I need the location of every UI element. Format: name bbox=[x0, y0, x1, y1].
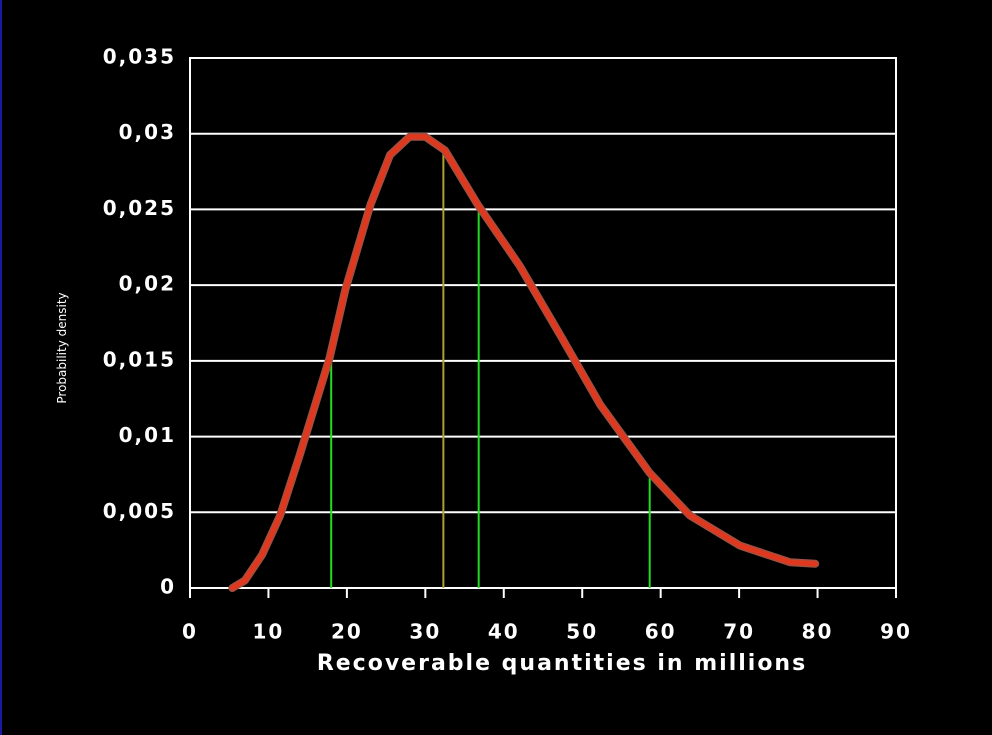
y-tick-label: 0,015 bbox=[103, 347, 176, 371]
left-edge bbox=[0, 0, 2, 735]
x-tick-label: 30 bbox=[409, 620, 441, 644]
x-tick-label: 50 bbox=[566, 620, 598, 644]
y-tick-label: 0 bbox=[160, 575, 176, 599]
x-axis-label: Recoverable quantities in millions bbox=[317, 651, 807, 676]
plot-border bbox=[189, 57, 897, 589]
y-tick-label: 0,035 bbox=[103, 45, 176, 69]
y-tick-label: 0,03 bbox=[119, 120, 176, 144]
y-tick-label: 0,01 bbox=[119, 423, 176, 447]
line bbox=[229, 134, 818, 591]
y-tick-label: 0,02 bbox=[119, 272, 176, 296]
x-tick-label: 20 bbox=[331, 620, 363, 644]
y-tick-label: 0,005 bbox=[103, 499, 176, 523]
y-axis-label: Probability density bbox=[55, 292, 69, 403]
x-tick-label: 80 bbox=[802, 620, 834, 644]
x-tick-label: 70 bbox=[723, 620, 755, 644]
y-tick-label: 0,025 bbox=[103, 196, 176, 220]
x-tick-label: 10 bbox=[253, 620, 285, 644]
x-tick-label: 90 bbox=[880, 620, 912, 644]
x-tick-label: 60 bbox=[645, 620, 677, 644]
x-tick-label: 0 bbox=[182, 620, 198, 644]
x-tick-label: 40 bbox=[488, 620, 520, 644]
